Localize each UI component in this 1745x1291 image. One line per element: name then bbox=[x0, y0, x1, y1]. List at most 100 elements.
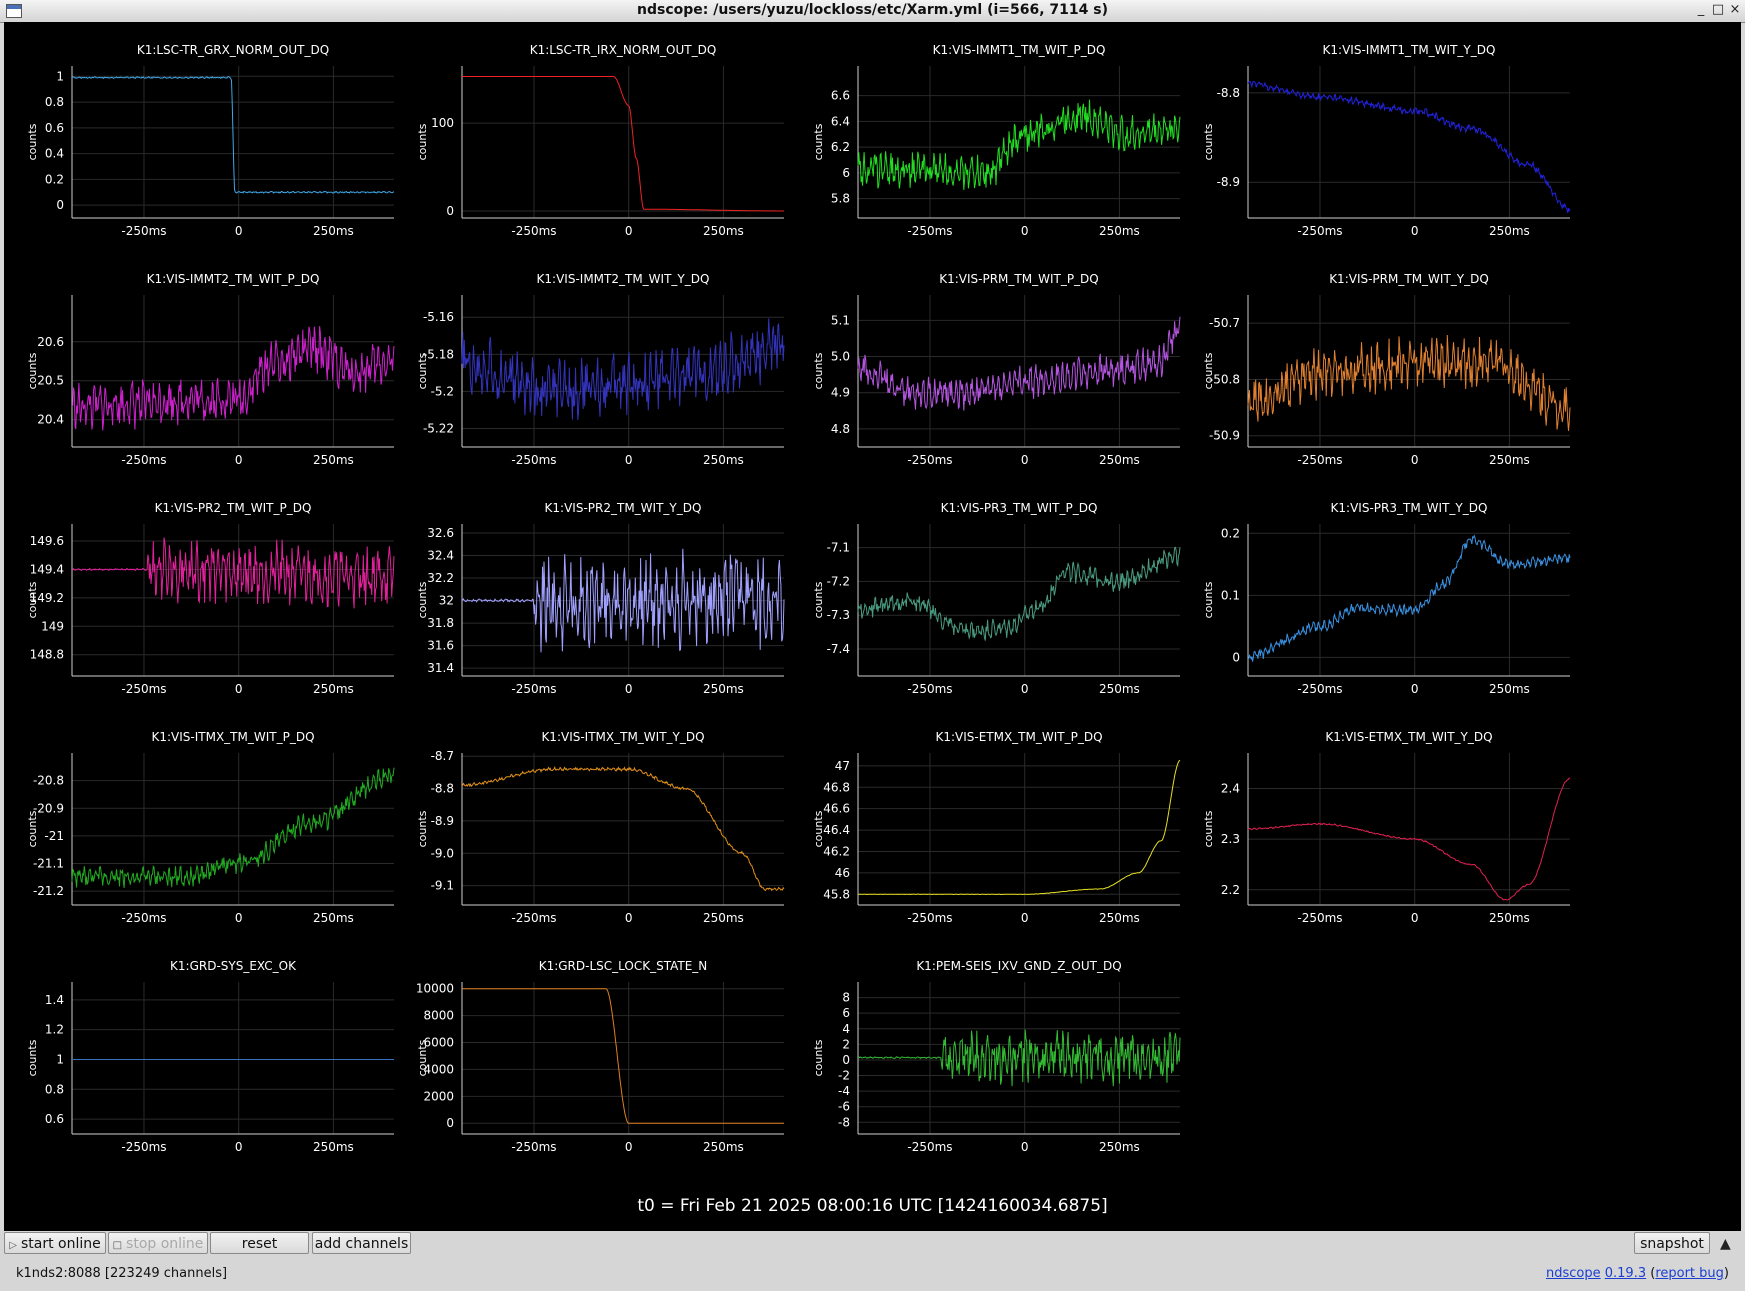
y-axis-label: counts bbox=[812, 123, 825, 160]
y-tick-label: 31.8 bbox=[427, 616, 454, 630]
snapshot-button[interactable]: snapshot bbox=[1634, 1232, 1710, 1254]
x-tick-label: 250ms bbox=[703, 224, 744, 238]
reset-button[interactable]: reset bbox=[210, 1232, 309, 1254]
x-tick-label: -250ms bbox=[121, 1140, 166, 1154]
panel-title: K1:VIS-IMMT1_TM_WIT_Y_DQ bbox=[1323, 43, 1496, 57]
y-tick-label: -9.1 bbox=[431, 879, 454, 893]
add-channels-button[interactable]: add channels bbox=[312, 1232, 411, 1254]
y-tick-label: -9.0 bbox=[431, 846, 454, 860]
x-tick-label: -250ms bbox=[511, 224, 556, 238]
y-tick-label: 0.6 bbox=[45, 1112, 64, 1126]
y-tick-label: 149.4 bbox=[30, 562, 64, 576]
y-tick-label: -7.2 bbox=[827, 574, 850, 588]
window-app-icon bbox=[6, 4, 22, 18]
x-tick-label: -250ms bbox=[121, 453, 166, 467]
data-trace bbox=[71, 767, 395, 888]
y-tick-label: 45.8 bbox=[823, 887, 850, 901]
data-trace bbox=[1247, 777, 1571, 901]
y-tick-label: 100 bbox=[431, 116, 454, 130]
x-tick-label: 0 bbox=[1411, 453, 1419, 467]
y-tick-label: 4000 bbox=[423, 1062, 454, 1076]
y-tick-label: 2.4 bbox=[1221, 781, 1240, 795]
x-tick-label: 250ms bbox=[313, 453, 354, 467]
panel-title: K1:VIS-ETMX_TM_WIT_P_DQ bbox=[935, 730, 1102, 744]
data-trace bbox=[71, 75, 395, 194]
start-online-button[interactable]: ▷ start online bbox=[4, 1232, 106, 1254]
y-tick-label: -50.9 bbox=[1209, 429, 1240, 443]
y-tick-label: 6.4 bbox=[831, 114, 850, 128]
y-tick-label: -8.7 bbox=[431, 749, 454, 763]
y-tick-label: 149.2 bbox=[30, 591, 64, 605]
y-tick-label: 31.4 bbox=[427, 661, 454, 675]
y-tick-label: 1.4 bbox=[45, 993, 64, 1007]
x-tick-label: 0 bbox=[235, 224, 243, 238]
report-bug-link[interactable]: report bug bbox=[1655, 1266, 1724, 1281]
collapse-toggle-icon[interactable]: ▲ bbox=[1720, 1236, 1731, 1252]
window-titlebar: ndscope: /users/yuzu/lockloss/etc/Xarm.y… bbox=[0, 0, 1745, 23]
minimize-button[interactable]: _ bbox=[1697, 2, 1705, 17]
panel-title: K1:VIS-PRM_TM_WIT_P_DQ bbox=[939, 272, 1099, 286]
y-axis-label: counts bbox=[416, 810, 429, 847]
x-tick-label: 0 bbox=[1021, 682, 1029, 696]
close-button[interactable]: × bbox=[1729, 2, 1741, 17]
maximize-button[interactable]: □ bbox=[1711, 2, 1725, 17]
panel-title: K1:VIS-PR2_TM_WIT_P_DQ bbox=[155, 501, 312, 515]
y-tick-label: 149 bbox=[41, 619, 64, 633]
x-tick-label: 0 bbox=[625, 911, 633, 925]
y-tick-label: 2.2 bbox=[1221, 883, 1240, 897]
data-trace bbox=[461, 548, 785, 653]
data-trace bbox=[1247, 334, 1571, 431]
ndscope-link[interactable]: ndscope bbox=[1545, 1266, 1601, 1281]
data-trace bbox=[857, 546, 1181, 641]
data-trace bbox=[71, 326, 395, 431]
y-axis-label: counts bbox=[416, 581, 429, 618]
y-tick-label: 32 bbox=[439, 594, 454, 608]
y-tick-label: 0.8 bbox=[45, 95, 64, 109]
x-tick-label: -250ms bbox=[511, 682, 556, 696]
y-tick-label: -8.9 bbox=[1217, 175, 1240, 189]
y-axis-label: counts bbox=[1202, 581, 1215, 618]
plot-canvas[interactable]: K1:LSC-TR_GRX_NORM_OUT_DQ counts 0 0.2 0.4 0.… bbox=[4, 22, 1741, 1231]
panel-title: K1:VIS-PR3_TM_WIT_Y_DQ bbox=[1331, 501, 1488, 515]
y-axis-label: counts bbox=[1202, 810, 1215, 847]
version-link[interactable]: 0.19.3 bbox=[1604, 1266, 1647, 1281]
y-axis-label: counts bbox=[812, 352, 825, 389]
y-tick-label: 0.4 bbox=[45, 147, 64, 161]
panel-title: K1:LSC-TR_GRX_NORM_OUT_DQ bbox=[137, 43, 329, 57]
y-tick-label: 0 bbox=[842, 1053, 850, 1067]
y-tick-label: 47 bbox=[835, 759, 850, 773]
y-tick-label: 2 bbox=[842, 1037, 850, 1051]
x-tick-label: 0 bbox=[625, 224, 633, 238]
x-tick-label: -250ms bbox=[907, 1140, 952, 1154]
y-tick-label: 46.4 bbox=[823, 823, 850, 837]
y-tick-label: -5.2 bbox=[431, 384, 454, 398]
y-tick-label: -8.9 bbox=[431, 814, 454, 828]
panel-title: K1:LSC-TR_IRX_NORM_OUT_DQ bbox=[530, 43, 717, 57]
x-tick-label: 250ms bbox=[1099, 453, 1140, 467]
y-tick-label: -21.2 bbox=[33, 884, 64, 898]
y-tick-label: 5.0 bbox=[831, 350, 850, 364]
y-tick-label: 0 bbox=[1232, 650, 1240, 664]
t0-label: t0 = Fri Feb 21 2025 08:00:16 UTC [14241… bbox=[637, 1196, 1108, 1216]
y-axis-label: counts bbox=[416, 123, 429, 160]
